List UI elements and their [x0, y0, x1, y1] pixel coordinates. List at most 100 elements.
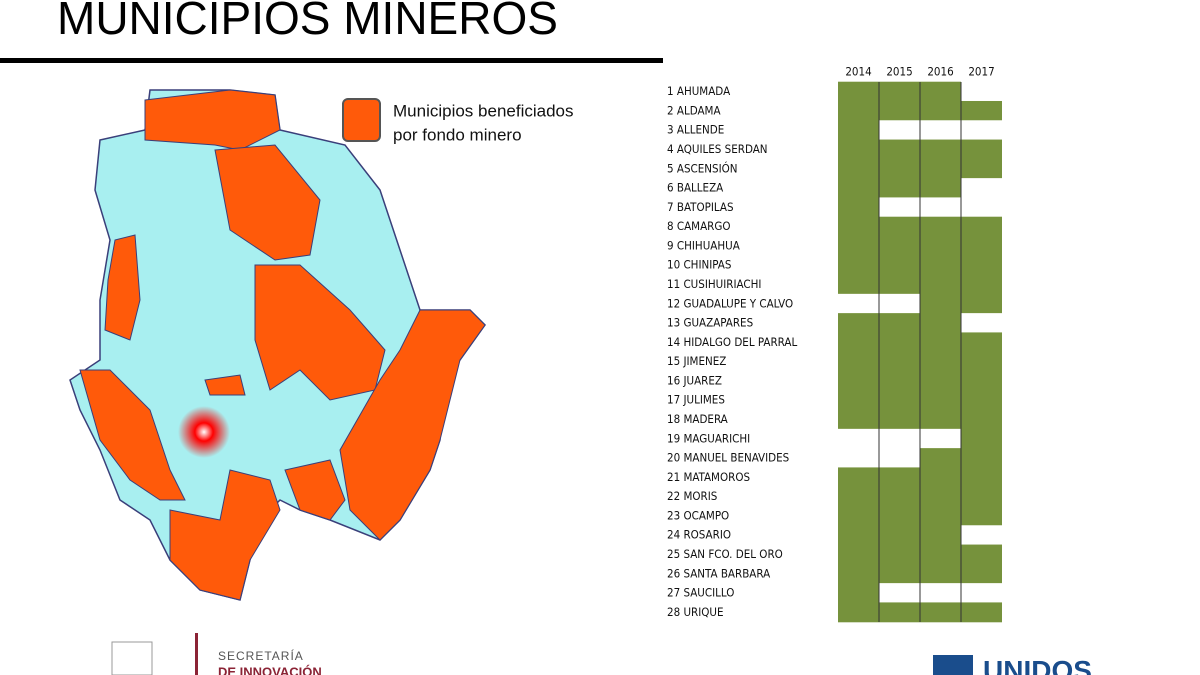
- row-label: 22 MORIS: [667, 489, 717, 503]
- footer-text: DE INNOVACIÓN: [218, 664, 322, 675]
- row-label: 7 BATOPILAS: [667, 200, 734, 214]
- coverage-cell: [961, 448, 1002, 469]
- row-label: 3 ALLENDE: [667, 123, 724, 137]
- coverage-cell: [879, 81, 920, 102]
- brand-text: UNIDOS: [983, 655, 1092, 675]
- legend-swatch: [342, 98, 381, 142]
- year-header: 2015: [886, 65, 912, 79]
- coverage-cell: [961, 158, 1002, 179]
- footer: SECRETARÍA DE INNOVACIÓN UNIDOS: [111, 633, 1092, 675]
- coverage-cell: [920, 100, 961, 121]
- coverage-cell: [879, 332, 920, 353]
- coverage-cell: [838, 351, 879, 372]
- coverage-cell: [961, 505, 1002, 526]
- coverage-cell: [961, 100, 1002, 121]
- coverage-cell: [920, 255, 961, 276]
- divider: [195, 633, 198, 675]
- coverage-cell: [879, 313, 920, 334]
- coverage-cell: [920, 351, 961, 372]
- coverage-cell: [879, 370, 920, 391]
- coverage-cell: [961, 216, 1002, 237]
- coverage-cell: [838, 563, 879, 584]
- coverage-cell: [920, 428, 961, 449]
- coverage-cell: [838, 178, 879, 199]
- coverage-cell: [879, 505, 920, 526]
- row-label: 27 SAUCILLO: [667, 586, 734, 600]
- coverage-cell: [838, 81, 879, 102]
- row-label: 5 ASCENSIÓN: [667, 160, 738, 175]
- coverage-cell: [838, 293, 879, 314]
- row-label: 15 JIMENEZ: [667, 354, 726, 368]
- row-label: 2 ALDAMA: [667, 103, 721, 117]
- coverage-cell: [838, 409, 879, 430]
- row-label: 10 CHINIPAS: [667, 258, 731, 272]
- coverage-cell: [879, 158, 920, 179]
- coverage-cell: [838, 216, 879, 237]
- row-label: 20 MANUEL BENAVIDES: [667, 451, 789, 465]
- row-label: 16 JUAREZ: [667, 373, 722, 387]
- coverage-cell: [920, 293, 961, 314]
- coverage-cell: [838, 274, 879, 295]
- row-label: 13 GUAZAPARES: [667, 316, 753, 330]
- footer-text: SECRETARÍA: [218, 648, 304, 663]
- coverage-cell: [838, 505, 879, 526]
- coverage-cell: [879, 428, 920, 449]
- coverage-cell: [920, 409, 961, 430]
- coverage-cell: [879, 197, 920, 218]
- coverage-cell: [961, 313, 1002, 334]
- title-rule: [0, 58, 663, 63]
- coverage-cell: [879, 448, 920, 469]
- coverage-cell: [879, 525, 920, 546]
- row-label: 14 HIDALGO DEL PARRAL: [667, 335, 797, 349]
- coverage-cell: [961, 255, 1002, 276]
- coverage-cell: [838, 332, 879, 353]
- coverage-cell: [879, 235, 920, 256]
- coverage-cell: [961, 486, 1002, 507]
- coverage-cell: [920, 467, 961, 488]
- coverage-cell: [920, 178, 961, 199]
- row-label: 8 CAMARGO: [667, 219, 731, 233]
- row-label: 19 MAGUARICHI: [667, 431, 750, 445]
- coverage-cell: [838, 602, 879, 623]
- coverage-cell: [879, 467, 920, 488]
- coverage-cell: [920, 370, 961, 391]
- coverage-cell: [920, 563, 961, 584]
- coverage-cell: [920, 525, 961, 546]
- coverage-cell: [961, 81, 1002, 102]
- title: MUNICIPIOS MINEROS: [57, 0, 558, 44]
- coverage-cell: [838, 486, 879, 507]
- coverage-cell: [920, 120, 961, 141]
- coverage-cell: [838, 544, 879, 565]
- coverage-cell: [838, 525, 879, 546]
- coverage-cell: [961, 370, 1002, 391]
- row-label: 28 URIQUE: [667, 605, 724, 619]
- coverage-cell: [879, 602, 920, 623]
- coverage-cell: [879, 293, 920, 314]
- coverage-cell: [961, 235, 1002, 256]
- coverage-cell: [879, 409, 920, 430]
- coverage-cell: [838, 448, 879, 469]
- logo: [111, 641, 153, 675]
- coverage-cell: [961, 525, 1002, 546]
- row-label: 21 MATAMOROS: [667, 470, 750, 484]
- coverage-cell: [961, 563, 1002, 584]
- coverage-cell: [879, 178, 920, 199]
- legend-text: Municipios beneficiados: [393, 101, 574, 120]
- coverage-cell: [838, 255, 879, 276]
- coverage-cell: [879, 216, 920, 237]
- row-label: 11 CUSIHUIRIACHI: [667, 277, 761, 291]
- coverage-cell: [838, 120, 879, 141]
- coverage-cell: [961, 428, 1002, 449]
- legend-text: por fondo minero: [393, 125, 522, 144]
- coverage-cell: [920, 81, 961, 102]
- row-label: 4 AQUILES SERDAN: [667, 142, 768, 156]
- coverage-cell: [838, 428, 879, 449]
- coverage-cell: [838, 390, 879, 411]
- coverage-cell: [838, 313, 879, 334]
- row-label: 23 OCAMPO: [667, 508, 729, 522]
- coverage-cell: [838, 139, 879, 160]
- coverage-cell: [961, 197, 1002, 218]
- coverage-cell: [879, 100, 920, 121]
- coverage-cell: [961, 544, 1002, 565]
